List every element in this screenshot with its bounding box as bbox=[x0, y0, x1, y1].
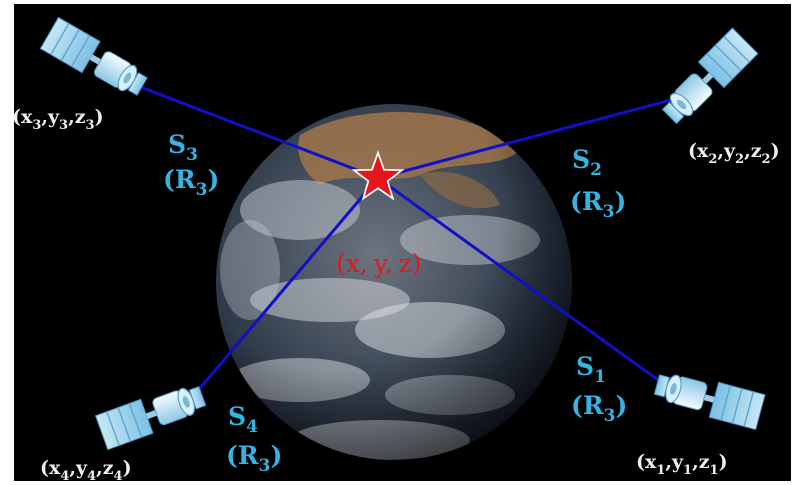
coords-label-s1: (x1,y1,z1) bbox=[636, 451, 728, 478]
satellite-range-s3: (R3) bbox=[163, 165, 219, 200]
coord-y-sub: 1 bbox=[683, 463, 692, 478]
receiver-label-open: ( bbox=[336, 249, 346, 278]
coord-z-sub: 3 bbox=[86, 118, 95, 133]
range-base: R bbox=[583, 391, 604, 420]
coord-sep: , bbox=[744, 140, 751, 162]
coord-y-sub: 2 bbox=[735, 152, 744, 167]
sat-name-base: S bbox=[572, 145, 590, 174]
signal-line-s3 bbox=[121, 78, 379, 180]
receiver-label-z: z bbox=[399, 249, 412, 278]
coord-x: x bbox=[21, 106, 33, 128]
satellite-range-s2: (R3) bbox=[570, 187, 626, 222]
receiver-label-sep2: , bbox=[385, 249, 393, 278]
satellite-range-s4: (R3) bbox=[226, 441, 282, 476]
coord-z-sub: 2 bbox=[762, 152, 771, 167]
receiver-label-close: ) bbox=[412, 249, 422, 278]
range-open: ( bbox=[571, 391, 583, 420]
coord-x-sub: 4 bbox=[60, 469, 69, 484]
coord-z-sub: 1 bbox=[710, 463, 719, 478]
coords-label-s4: (x4,y4,z4) bbox=[40, 457, 132, 484]
coords-close: ) bbox=[771, 140, 780, 162]
white-margin-top bbox=[0, 0, 803, 4]
signal-lines bbox=[121, 78, 683, 401]
coord-z-sub: 4 bbox=[114, 469, 123, 484]
range-open: ( bbox=[226, 441, 238, 470]
coord-sep: , bbox=[717, 140, 724, 162]
range-open: ( bbox=[163, 165, 175, 194]
coord-z: z bbox=[699, 451, 710, 473]
coord-x-sub: 2 bbox=[708, 152, 717, 167]
white-margin-right bbox=[791, 0, 803, 485]
coords-label-s2: (x2,y2,z2) bbox=[688, 140, 780, 167]
earth bbox=[216, 104, 572, 460]
coord-x-sub: 1 bbox=[656, 463, 665, 478]
sat-name-base: S bbox=[228, 402, 246, 431]
coords-close: ) bbox=[719, 451, 728, 473]
range-close: ) bbox=[614, 187, 626, 216]
coords-close: ) bbox=[95, 106, 104, 128]
coords-open: ( bbox=[12, 106, 21, 128]
coords-label-s3: (x3,y3,z3) bbox=[12, 106, 104, 133]
satellite-name-s4: S4 bbox=[228, 402, 258, 437]
coord-sep: , bbox=[68, 106, 75, 128]
range-sub: 3 bbox=[259, 456, 271, 476]
satellite-range-s1: (R3) bbox=[571, 391, 627, 426]
range-sub: 3 bbox=[196, 180, 208, 200]
range-base: R bbox=[175, 165, 196, 194]
coord-z: z bbox=[103, 457, 114, 479]
coord-sep: , bbox=[665, 451, 672, 473]
coord-y: y bbox=[723, 140, 736, 162]
coord-sep: , bbox=[96, 457, 103, 479]
white-margin-left bbox=[0, 0, 14, 485]
coord-x: x bbox=[49, 457, 61, 479]
sat-name-base: S bbox=[168, 130, 186, 159]
coord-x-sub: 3 bbox=[32, 118, 41, 133]
range-close: ) bbox=[207, 165, 219, 194]
coords-open: ( bbox=[40, 457, 49, 479]
sat-name-sub: 3 bbox=[186, 145, 198, 165]
sat-name-sub: 4 bbox=[246, 417, 258, 437]
coord-y: y bbox=[75, 457, 88, 479]
receiver-label-x: x bbox=[346, 249, 360, 278]
coord-y-sub: 3 bbox=[59, 118, 68, 133]
range-base: R bbox=[238, 441, 259, 470]
range-sub: 3 bbox=[604, 406, 616, 426]
satellite-name-s2: S2 bbox=[572, 145, 602, 180]
coord-z: z bbox=[751, 140, 762, 162]
sat-name-base: S bbox=[576, 352, 594, 381]
coord-y: y bbox=[671, 451, 684, 473]
range-base: R bbox=[582, 187, 603, 216]
coord-x: x bbox=[697, 140, 709, 162]
satellite-name-s3: S3 bbox=[168, 130, 198, 165]
coord-y-sub: 4 bbox=[87, 469, 96, 484]
range-sub: 3 bbox=[603, 202, 615, 222]
coord-sep: , bbox=[692, 451, 699, 473]
sat-name-sub: 2 bbox=[590, 160, 602, 180]
range-open: ( bbox=[570, 187, 582, 216]
coords-open: ( bbox=[688, 140, 697, 162]
signal-line-s2 bbox=[377, 95, 683, 180]
coords-close: ) bbox=[123, 457, 132, 479]
coord-sep: , bbox=[69, 457, 76, 479]
coord-sep: , bbox=[41, 106, 48, 128]
white-margin-bottom bbox=[0, 481, 803, 485]
coord-z: z bbox=[75, 106, 86, 128]
range-close: ) bbox=[615, 391, 627, 420]
sat-name-sub: 1 bbox=[594, 367, 606, 387]
receiver-position-label: (x, y, z) bbox=[336, 249, 422, 278]
satellite-name-s1: S1 bbox=[576, 352, 606, 387]
signal-line-s1 bbox=[377, 176, 673, 392]
coord-x: x bbox=[645, 451, 657, 473]
coord-y: y bbox=[47, 106, 60, 128]
receiver-label-sep1: , bbox=[360, 249, 368, 278]
range-close: ) bbox=[270, 441, 282, 470]
coords-open: ( bbox=[636, 451, 645, 473]
signal-line-s4 bbox=[188, 177, 380, 401]
